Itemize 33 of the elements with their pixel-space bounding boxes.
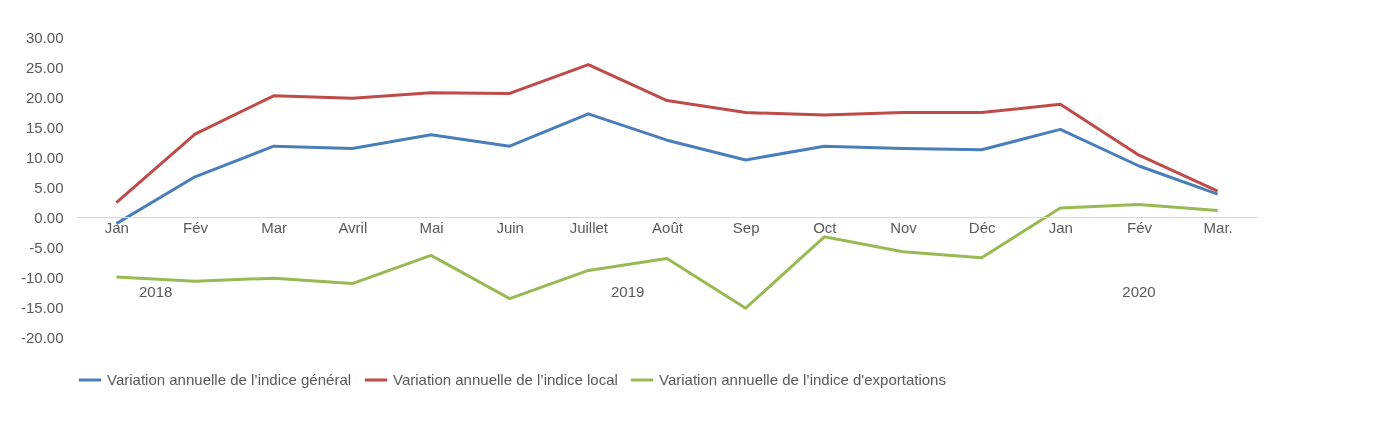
x-tick-label: Mai [419,218,444,236]
line-series [114,63,1220,205]
y-tick-label: -15.00 [20,298,64,316]
x-tick-label: Juillet [569,218,609,236]
annotation: 2019 [610,283,645,300]
x-tick-label: Jan [104,218,129,236]
x-tick-label: Fév [1126,218,1153,236]
y-tick-label: 25.00 [25,58,64,76]
y-tick-label: 0.00 [34,208,64,226]
y-tick-label: -20.00 [20,328,64,346]
x-tick-label: Fév [182,218,209,236]
annotation: 2020 [1122,283,1156,300]
legend-label: Variation annuelle de l’indice d'exportations [659,371,946,388]
y-tick-label: 15.00 [25,118,64,136]
y-tick-label: -5.00 [29,238,64,256]
x-tick-label: Nov [890,218,918,236]
y-tick-label: 30.00 [25,28,64,46]
legend-label: Variation annuelle de l’indice local [393,371,618,388]
y-tick-label: 10.00 [25,148,64,166]
x-tick-label: Déc [968,218,996,236]
x-tick-label: Mar [261,218,288,236]
y-tick-label: -10.00 [20,268,64,286]
x-tick-label: Juin [496,218,524,236]
x-tick-label: Avril [338,218,368,236]
x-tick-label: Sep [732,218,760,236]
annotation: 2018 [138,283,173,300]
x-tick-label: Mar. [1203,218,1233,236]
legend-label: Variation annuelle de l’indice général [107,371,352,388]
x-tick-label: Jan [1048,218,1073,236]
y-tick-label: 20.00 [25,88,64,106]
x-tick-label: Août [652,218,684,236]
x-tick-label: Oct [813,218,838,236]
y-tick-label: 5.00 [34,178,64,196]
